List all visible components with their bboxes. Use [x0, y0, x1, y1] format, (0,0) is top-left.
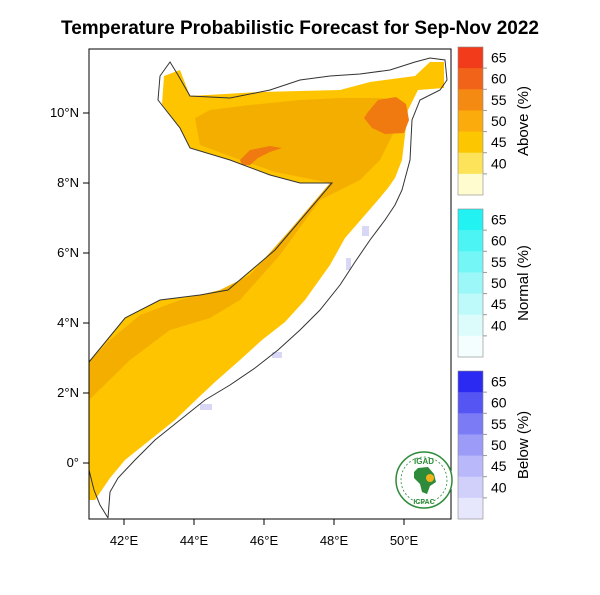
x-tick-label: 50°E [390, 533, 419, 548]
country-border [88, 57, 448, 519]
colorbar-swatch [458, 152, 483, 175]
below-40-patch [346, 258, 351, 270]
colorbar-swatch [458, 110, 483, 132]
y-tick-label: 8°N [57, 175, 79, 190]
colorbar-swatch [458, 476, 483, 499]
colorbar-tick-label: 65 [491, 212, 507, 228]
x-tick-label: 44°E [180, 533, 209, 548]
colorbar-swatch [458, 314, 483, 337]
above-60-patch-northeast [364, 97, 409, 134]
colorbar-tick-label: 60 [491, 233, 507, 249]
map-title: Temperature Probabilistic Forecast for S… [61, 18, 539, 39]
colorbar-below: 65 60 55 50 45 40 [457, 370, 507, 520]
colorbar-tick-label: 45 [491, 134, 507, 150]
colorbar-tick-label: 40 [491, 317, 507, 333]
colorbar-swatch [458, 392, 483, 414]
colorbar-tick-label: 40 [491, 155, 507, 171]
x-axis: 42°E 44°E 46°E 48°E 50°E [110, 519, 419, 548]
colorbar-swatch [458, 209, 483, 231]
logo-top-text: IGAD [414, 457, 434, 466]
colorbar-swatch [458, 68, 483, 90]
colorbar-tick-label: 50 [491, 113, 507, 129]
colorbar-title-above: Above (%) [515, 86, 532, 156]
colorbar-group: 65 60 55 50 45 40 65 60 55 50 45 40 65 60 55 50 45 40 A… [457, 46, 532, 520]
colorbar-swatch [458, 47, 483, 69]
colorbar-tick-label: 60 [491, 71, 507, 87]
x-tick-label: 46°E [250, 533, 279, 548]
colorbar-title-below: Below (%) [515, 411, 532, 479]
forecast-fill-layer [89, 62, 444, 500]
colorbar-tick-label: 45 [491, 458, 507, 474]
y-tick-label: 10°N [50, 105, 79, 120]
logo-bottom-text: ICPAC [413, 499, 434, 506]
colorbar-swatch [458, 173, 483, 196]
colorbar-tick-label: 65 [491, 374, 507, 390]
colorbar-tick-label: 55 [491, 416, 507, 432]
colorbar-tick-label: 50 [491, 275, 507, 291]
map-frame [88, 48, 452, 520]
colorbar-swatch [458, 497, 483, 520]
y-axis: 10°N 8°N 6°N 4°N 2°N 0° [50, 105, 89, 470]
colorbar-swatch [458, 455, 483, 478]
sun-icon [426, 474, 434, 482]
x-tick-label: 42°E [110, 533, 139, 548]
y-tick-label: 6°N [57, 245, 79, 260]
x-tick-label: 48°E [320, 533, 349, 548]
colorbar-title-normal: Normal (%) [515, 245, 532, 321]
colorbar-tick-label: 50 [491, 437, 507, 453]
colorbar-tick-label: 65 [491, 50, 507, 66]
colorbar-swatch [458, 371, 483, 393]
colorbar-tick-label: 55 [491, 92, 507, 108]
colorbar-swatch [458, 131, 483, 154]
icpac-logo: IGAD ICPAC [395, 451, 453, 509]
colorbar-swatch [458, 434, 483, 456]
below-40-patch [272, 352, 282, 358]
above-60-patch-central [240, 146, 282, 165]
colorbar-swatch [458, 89, 483, 111]
below-40-patch [200, 404, 212, 410]
map-panel: 10°N 8°N 6°N 4°N 2°N 0° 42°E 44°E 46°E 4… [50, 48, 453, 548]
below-40-patch [362, 226, 369, 236]
above-50-region [89, 98, 400, 400]
colorbar-tick-label: 45 [491, 296, 507, 312]
colorbar-swatch [458, 335, 483, 358]
colorbar-tick-label: 40 [491, 479, 507, 495]
colorbar-swatch [458, 230, 483, 252]
colorbar-swatch [458, 251, 483, 273]
y-tick-label: 2°N [57, 385, 79, 400]
colorbar-swatch [458, 272, 483, 294]
colorbar-tick-label: 55 [491, 254, 507, 270]
colorbar-above: 65 60 55 50 45 40 [457, 46, 507, 196]
colorbar-normal: 65 60 55 50 45 40 [457, 208, 507, 358]
colorbar-tick-label: 60 [491, 395, 507, 411]
y-tick-label: 0° [67, 455, 79, 470]
colorbar-swatch [458, 293, 483, 316]
y-tick-label: 4°N [57, 315, 79, 330]
africa-icon [414, 467, 436, 494]
colorbar-swatch [458, 413, 483, 435]
